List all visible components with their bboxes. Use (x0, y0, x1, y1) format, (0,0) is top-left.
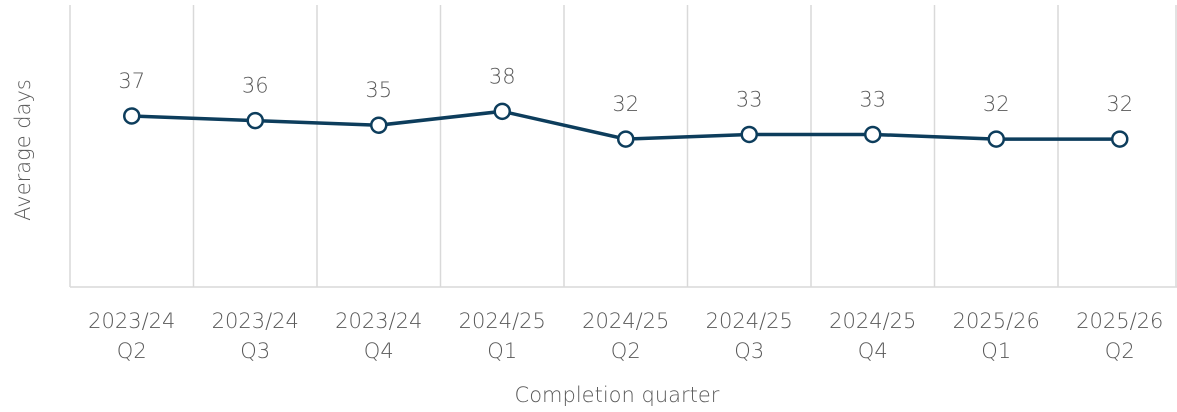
x-tick-label: 2024/25 Q1 (458, 309, 546, 363)
marker (1111, 130, 1129, 148)
data-label: 32 (612, 92, 639, 116)
x-tick-label: 2023/24 Q2 (88, 309, 176, 363)
data-label: 38 (489, 64, 516, 88)
data-label: 35 (365, 78, 392, 102)
data-label: 36 (242, 74, 269, 98)
data-label: 32 (983, 92, 1010, 116)
marker (987, 130, 1005, 148)
marker (370, 116, 388, 134)
marker (617, 130, 635, 148)
y-axis-title: Average days (11, 79, 35, 221)
data-label: 33 (859, 87, 886, 111)
x-tick-label: 2025/26 Q2 (1076, 309, 1164, 363)
x-axis-title: Completion quarter (515, 383, 720, 407)
x-tick-label: 2023/24 Q3 (211, 309, 299, 363)
x-tick-label: 2024/25 Q2 (582, 309, 670, 363)
x-tick-label: 2023/24 Q4 (335, 309, 423, 363)
marker (246, 111, 264, 130)
marker (493, 102, 511, 121)
x-tick-label: 2025/26 Q1 (952, 309, 1040, 363)
marker (123, 107, 141, 125)
x-tick-label: 2024/25 Q4 (829, 309, 917, 363)
data-label: 32 (1106, 92, 1133, 116)
x-tick-label: 2024/25 Q3 (705, 309, 793, 363)
data-label: 33 (736, 87, 763, 111)
marker (864, 125, 882, 144)
marker (740, 125, 758, 144)
data-label: 37 (118, 69, 145, 93)
